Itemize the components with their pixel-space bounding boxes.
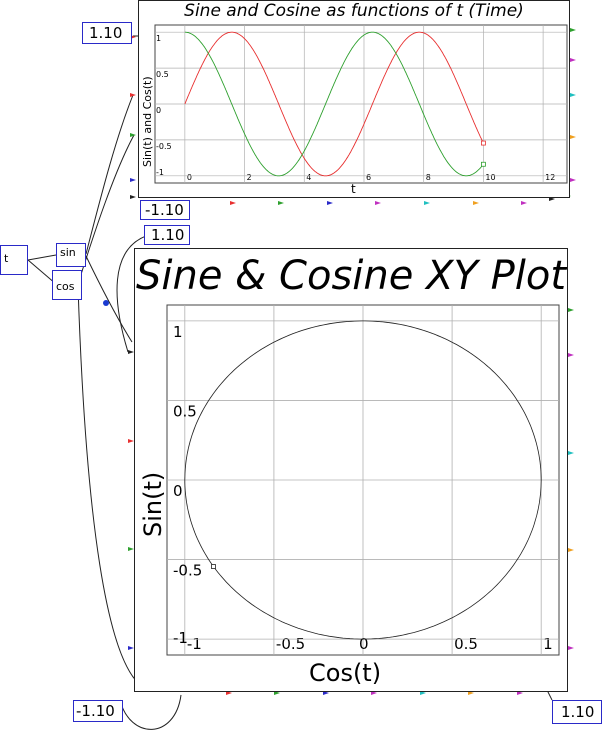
xy-plot-x-tick-label: 0.5 <box>454 635 478 653</box>
time-plot-x-tick-label: 2 <box>247 173 252 182</box>
port-marker <box>468 691 474 695</box>
port-marker <box>568 308 574 312</box>
wire-sin-to-top <box>85 94 134 255</box>
port-marker <box>130 93 136 97</box>
time-plot-y-tick-label: -0.5 <box>156 142 172 151</box>
cos-trace <box>184 31 484 177</box>
port-marker <box>230 201 236 205</box>
wire-cos-to-xy <box>77 285 151 691</box>
port-marker <box>278 201 284 205</box>
port-marker <box>323 691 329 695</box>
port-marker <box>375 201 381 205</box>
junction-dot <box>103 300 109 306</box>
source-block-t[interactable]: t <box>0 245 28 275</box>
port-marker <box>128 646 134 650</box>
time-plot-x-tick-label: 10 <box>485 173 495 182</box>
xy-plot-canvas: -1 -0.5 0 0.5 1 -1 -0.5 0 0.5 1 <box>166 304 560 656</box>
time-plot-x-tick-label: 0 <box>187 173 192 182</box>
time-plot-canvas: 0 2 4 6 8 10 12 -1 -0.5 0 0.5 1 <box>154 24 568 184</box>
xy-plot-y-tick-label: 1 <box>173 323 183 341</box>
wire-t-to-cos <box>27 259 57 285</box>
time-plot-y-min-box[interactable]: -1.10 <box>140 200 190 220</box>
port-marker <box>570 93 576 97</box>
wire-lower-box-loop <box>116 235 147 353</box>
wire-bottom-loop <box>119 694 182 730</box>
xy-plot-y-max-box[interactable]: 1.10 <box>144 225 190 245</box>
sin-block[interactable]: sin <box>56 243 86 267</box>
xy-plot-x-tick-label: -0.5 <box>276 635 305 653</box>
port-marker <box>568 353 574 357</box>
time-plot-y-tick-label: -1 <box>156 168 164 177</box>
xy-plot-panel: Sine & Cosine XY Plot Sin(t) Cos(t) -1 -0… <box>134 248 568 692</box>
cos-block[interactable]: cos <box>52 270 82 300</box>
time-plot-y-tick-label: 0.5 <box>156 70 169 79</box>
time-plot-x-axis-label: t <box>351 182 356 196</box>
wire-t-to-sin <box>27 254 57 261</box>
port-marker <box>371 691 377 695</box>
xy-plot-x-tick-label: 1 <box>543 635 553 653</box>
xy-plot-y-tick-label: -1 <box>173 629 188 647</box>
port-marker <box>128 439 134 443</box>
port-marker <box>128 547 134 551</box>
xy-trace-end-marker <box>211 564 216 569</box>
time-plot-x-tick-label: 6 <box>366 173 371 182</box>
time-plot-panel: Sine and Cosine as functions of t (Time)… <box>138 0 570 198</box>
time-plot-y-tick-label: 0 <box>156 106 161 115</box>
xy-plot-x-axis-label: Cos(t) <box>309 659 382 687</box>
port-marker <box>568 646 574 650</box>
port-marker <box>130 178 136 182</box>
time-plot-title: Sine and Cosine as functions of t (Time) <box>184 1 524 21</box>
time-plot-x-tick-label: 4 <box>306 173 311 182</box>
xy-plot-x-min-box[interactable]: -1.10 <box>73 700 123 722</box>
sin-trace <box>184 31 484 177</box>
time-plot-x-tick-label: 12 <box>545 173 555 182</box>
xy-trace <box>184 320 542 640</box>
port-marker <box>327 201 333 205</box>
port-marker <box>473 201 479 205</box>
port-marker <box>420 691 426 695</box>
xy-plot-x-tick-label: 0 <box>359 635 369 653</box>
port-marker <box>521 201 527 205</box>
port-marker <box>128 350 134 354</box>
wire-sin-to-xy <box>85 255 133 343</box>
xy-plot-y-tick-label: 0 <box>173 482 183 500</box>
port-marker <box>130 133 136 137</box>
port-marker <box>570 178 576 182</box>
port-marker <box>549 197 555 201</box>
time-plot-y-max-box[interactable]: 1.10 <box>82 22 132 44</box>
port-marker <box>570 28 576 32</box>
port-marker <box>517 691 523 695</box>
xy-plot-title: Sine & Cosine XY Plot <box>135 253 567 299</box>
port-marker <box>570 58 576 62</box>
cos-trace-end-marker <box>481 161 486 167</box>
xy-plot-x-tick-label: -1 <box>187 635 202 653</box>
port-marker <box>424 201 430 205</box>
time-plot-x-tick-label: 8 <box>426 173 431 182</box>
wire-cos-to-top <box>77 134 135 285</box>
sin-trace-end-marker <box>481 140 486 146</box>
port-marker <box>570 135 576 139</box>
port-marker <box>130 195 136 199</box>
xy-plot-y-tick-label: 0.5 <box>173 402 197 420</box>
time-plot-y-tick-label: 1 <box>156 34 161 43</box>
port-marker <box>274 691 280 695</box>
port-marker <box>568 548 574 552</box>
port-marker <box>226 691 232 695</box>
xy-plot-x-max-box[interactable]: 1.10 <box>552 700 602 724</box>
port-marker <box>568 451 574 455</box>
xy-plot-y-tick-label: -0.5 <box>173 562 202 580</box>
